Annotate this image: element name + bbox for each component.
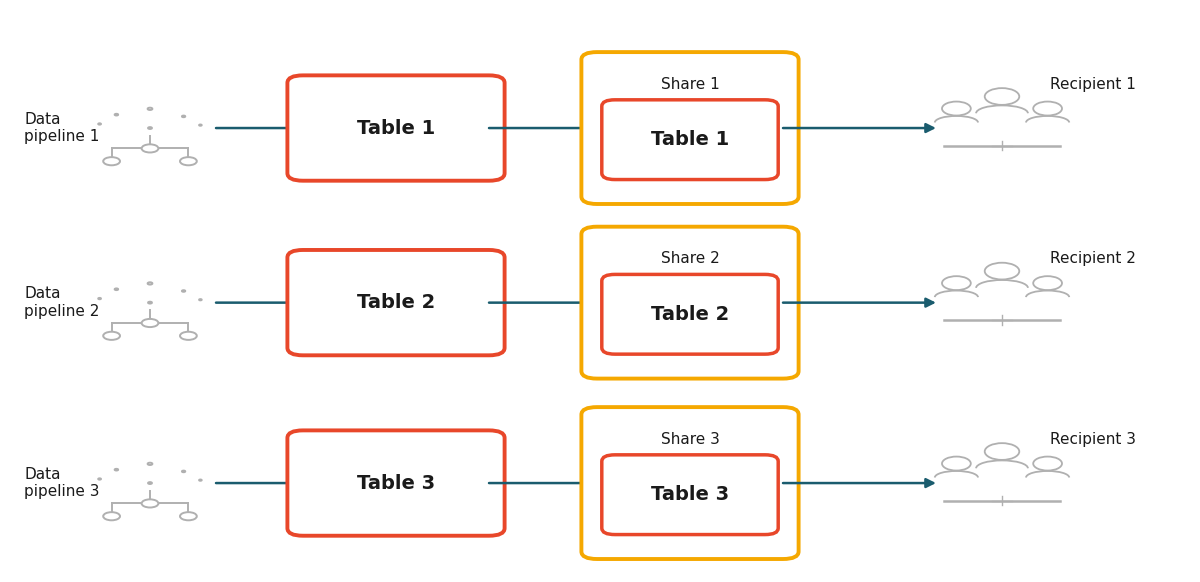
FancyBboxPatch shape (601, 100, 778, 180)
Circle shape (148, 482, 152, 484)
Circle shape (180, 157, 197, 165)
Circle shape (199, 125, 202, 126)
Circle shape (103, 332, 120, 340)
FancyBboxPatch shape (601, 275, 778, 354)
Circle shape (148, 108, 152, 110)
Circle shape (148, 127, 152, 129)
Text: Share 2: Share 2 (661, 251, 719, 266)
Circle shape (199, 299, 202, 300)
Circle shape (115, 114, 118, 115)
Circle shape (103, 157, 120, 165)
Text: Share 3: Share 3 (660, 432, 720, 446)
Circle shape (103, 512, 120, 520)
Circle shape (98, 123, 101, 125)
Text: Data
pipeline 3: Data pipeline 3 (24, 467, 100, 499)
Text: Table 1: Table 1 (650, 130, 730, 149)
Circle shape (985, 443, 1019, 460)
Circle shape (182, 290, 185, 292)
Circle shape (1033, 102, 1062, 115)
Text: Table 3: Table 3 (650, 485, 730, 504)
Circle shape (98, 298, 101, 299)
Circle shape (180, 332, 197, 340)
Text: Share 1: Share 1 (661, 77, 719, 91)
Circle shape (182, 116, 185, 117)
FancyBboxPatch shape (288, 250, 504, 355)
Circle shape (142, 144, 158, 152)
Text: Table 2: Table 2 (356, 293, 436, 312)
Circle shape (985, 88, 1019, 105)
Text: Recipient 3: Recipient 3 (1050, 432, 1136, 447)
FancyBboxPatch shape (581, 52, 799, 204)
FancyBboxPatch shape (288, 75, 504, 180)
Circle shape (199, 480, 202, 481)
Text: Recipient 1: Recipient 1 (1050, 77, 1136, 92)
Circle shape (942, 102, 971, 115)
FancyBboxPatch shape (581, 226, 799, 379)
FancyBboxPatch shape (581, 407, 799, 559)
Circle shape (148, 463, 152, 465)
Circle shape (115, 469, 118, 470)
FancyBboxPatch shape (288, 431, 504, 535)
Text: Table 3: Table 3 (356, 474, 436, 492)
Circle shape (1033, 456, 1062, 470)
Text: Data
pipeline 1: Data pipeline 1 (24, 112, 100, 144)
Circle shape (1033, 276, 1062, 290)
Text: Data
pipeline 2: Data pipeline 2 (24, 286, 100, 319)
Circle shape (98, 478, 101, 480)
Text: Recipient 2: Recipient 2 (1050, 251, 1136, 267)
Circle shape (942, 276, 971, 290)
Circle shape (142, 499, 158, 508)
Circle shape (182, 471, 185, 472)
FancyBboxPatch shape (601, 455, 778, 534)
Circle shape (148, 282, 152, 285)
Circle shape (142, 319, 158, 327)
Circle shape (115, 289, 118, 290)
Circle shape (180, 512, 197, 520)
Circle shape (942, 456, 971, 470)
Circle shape (148, 301, 152, 304)
Text: Table 1: Table 1 (356, 119, 436, 137)
Text: Table 2: Table 2 (650, 305, 730, 324)
Circle shape (985, 262, 1019, 279)
